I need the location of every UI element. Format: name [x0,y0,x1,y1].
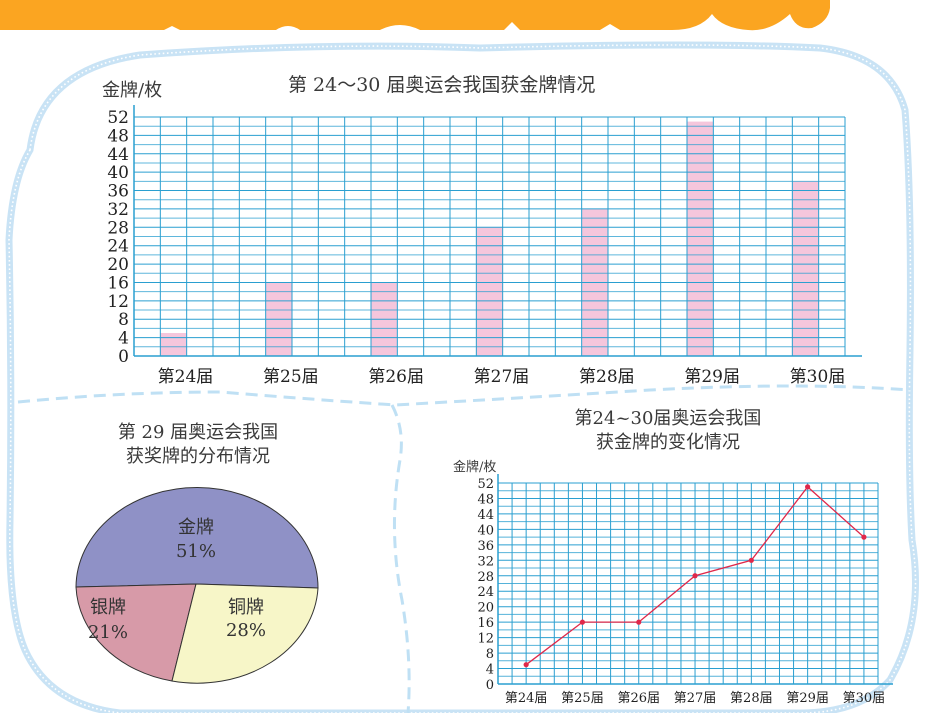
pie-label: 银牌 [90,597,126,618]
line-chart-title: 第24~30届奥运会我国 获金牌的变化情况 [548,407,788,455]
line-x-tick: 第25届 [561,691,604,706]
pie-title-line-1: 第 29 届奥运会我国 [117,422,279,443]
horizontal-divider [17,384,911,407]
bar-x-tick: 第29届 [684,367,740,387]
bar-y-tick: 24 [107,237,129,257]
line-y-tick: 24 [477,585,494,600]
line-y-tick: 20 [477,601,494,616]
data-point [748,557,754,563]
line-y-tick: 48 [477,492,494,507]
pie-pct: 21% [88,622,128,643]
top-banner [0,0,830,31]
line-y-tick: 8 [486,647,494,662]
line-x-tick: 第28届 [730,691,773,706]
line-grid [498,482,879,685]
line-chart-ylabel: 金牌/枚 [453,460,497,475]
line-y-tick: 4 [486,663,494,678]
line-x-tick: 第27届 [674,691,717,706]
pie-pct: 28% [226,620,266,641]
pie-label: 铜牌 [228,597,264,618]
line-y-tick: 36 [477,539,494,554]
line-x-tick: 第24届 [505,691,548,706]
dotted-frame [5,41,919,713]
line-x-tick: 第30届 [843,691,886,706]
vertical-divider [390,404,411,713]
bar-y-tick: 52 [107,108,129,128]
bar-y-tick: 44 [107,145,129,165]
line-y-tick: 12 [477,632,494,647]
bar-1 [160,333,187,356]
bar-y-tick: 8 [118,310,129,330]
bar-y-tick: 40 [107,163,129,183]
line-x-tick: 第29届 [786,691,829,706]
bar-y-tick: 20 [107,255,129,275]
bar-y-tick: 16 [107,273,129,293]
pie-slice-silver [75,583,197,682]
bar-y-tick: 28 [107,218,129,238]
line-title-line-1: 第24~30届奥运会我国 [574,408,762,429]
bar-y-tick: 48 [107,126,129,146]
data-point [692,573,698,579]
pie-chart-title: 第 29 届奥运会我国 获奖牌的分布情况 [88,421,308,469]
bar-x-tick: 第27届 [474,367,530,387]
data-point [579,619,586,625]
line-y-tick: 0 [486,678,494,693]
line-y-tick: 40 [477,523,494,538]
bar-x-tick: 第30届 [790,367,846,387]
line-y-tick: 52 [477,477,494,492]
bar-y-tick: 4 [118,329,129,349]
pie-label: 金牌 [178,517,214,538]
bar-grid [134,116,846,357]
line-x-tick: 第26届 [617,691,660,706]
pie-slice-bronze [171,583,319,684]
line-y-tick: 44 [477,508,494,523]
pie-title-line-2: 获奖牌的分布情况 [126,446,270,467]
bar-y-tick: 12 [107,292,129,312]
line-title-line-2: 获金牌的变化情况 [596,432,740,453]
bar-y-tick: 32 [107,200,129,220]
data-point [805,484,811,490]
bar-chart-title: 第 24～30 届奥运会我国获金牌情况 [288,74,596,96]
bar-y-tick: 36 [107,182,129,202]
bar-7 [792,181,819,356]
line-y-tick: 28 [477,570,494,585]
data-point [523,662,529,668]
bar-y-tick: 0 [118,347,129,367]
pie-pct: 51% [176,541,216,562]
bar-x-tick: 第26届 [368,367,424,387]
data-point [636,619,642,625]
bar-6 [687,121,714,356]
pie-slice-gold [75,487,319,589]
bar-x-tick: 第25届 [263,367,319,387]
line-y-tick: 16 [477,616,494,631]
bar-x-tick: 第24届 [158,367,214,387]
bar-x-tick: 第28届 [579,367,635,387]
line-y-tick: 32 [477,554,494,569]
bar-chart-ylabel: 金牌/枚 [102,80,163,101]
data-point [861,534,867,540]
